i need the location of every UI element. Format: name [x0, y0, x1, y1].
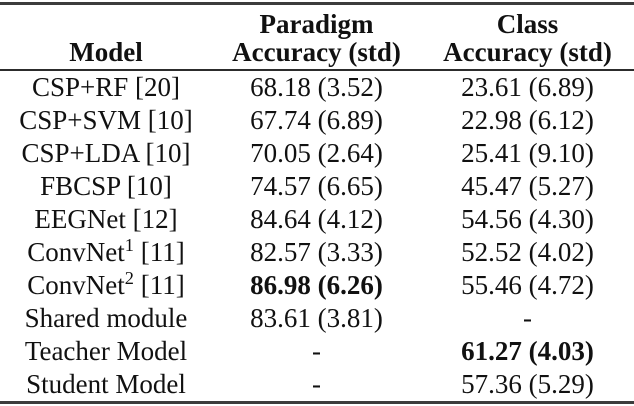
table-header: Model Paradigm Accuracy (std) Class Accu…: [0, 3, 634, 71]
class-accuracy-cell: 61.27 (4.03): [461, 336, 594, 366]
header-class-line1: Class: [496, 9, 559, 39]
table-row: Shared module 83.61 (3.81) -: [0, 302, 634, 335]
model-name: CSP+LDA [10]: [21, 138, 191, 168]
header-class-line2: Accuracy (std): [443, 37, 612, 67]
model-cell: Student Model: [0, 368, 212, 403]
class-accuracy-cell: 55.46 (4.72): [461, 270, 594, 300]
class-accuracy-cell: -: [523, 303, 532, 333]
paradigm-accuracy-cell: 68.18 (3.52): [250, 72, 383, 102]
class-accuracy-cell: 22.98 (6.12): [461, 105, 594, 135]
table-row: CSP+SVM [10] 67.74 (6.89) 22.98 (6.12): [0, 104, 634, 137]
model-superscript: 2: [124, 268, 134, 288]
header-paradigm-line1: Paradigm: [259, 9, 374, 39]
model-name: FBCSP [10]: [40, 171, 172, 201]
model-citation: [11]: [133, 237, 185, 267]
header-row: Model Paradigm Accuracy (std) Class Accu…: [0, 3, 634, 71]
table-row: CSP+RF [20] 68.18 (3.52) 23.61 (6.89): [0, 70, 634, 104]
table-row: ConvNet1 [11] 82.57 (3.33) 52.52 (4.02): [0, 236, 634, 269]
class-accuracy-cell: 25.41 (9.10): [461, 138, 594, 168]
model-cell: Shared module: [0, 302, 212, 335]
model-citation: [11]: [133, 270, 185, 300]
model-name: CSP+RF [20]: [31, 72, 181, 102]
table-row: FBCSP [10] 74.57 (6.65) 45.47 (5.27): [0, 170, 634, 203]
paradigm-accuracy-cell: 86.98 (6.26): [250, 270, 383, 300]
model-cell: Teacher Model: [0, 335, 212, 368]
table-row: EEGNet [12] 84.64 (4.12) 54.56 (4.30): [0, 203, 634, 236]
table-row: Teacher Model - 61.27 (4.03): [0, 335, 634, 368]
header-class-accuracy: Class Accuracy (std): [421, 3, 634, 71]
model-name: CSP+SVM [10]: [19, 105, 193, 135]
model-cell: CSP+RF [20]: [0, 70, 212, 104]
model-cell: CSP+LDA [10]: [0, 137, 212, 170]
table-row: CSP+LDA [10] 70.05 (2.64) 25.41 (9.10): [0, 137, 634, 170]
model-cell: EEGNet [12]: [0, 203, 212, 236]
class-accuracy-cell: 57.36 (5.29): [461, 369, 594, 399]
model-cell: CSP+SVM [10]: [0, 104, 212, 137]
model-cell: FBCSP [10]: [0, 170, 212, 203]
header-model-label: Model: [69, 37, 143, 67]
model-name: Shared module: [24, 303, 188, 333]
paradigm-accuracy-cell: -: [312, 369, 321, 399]
paradigm-accuracy-cell: 74.57 (6.65): [250, 171, 383, 201]
model-name: Teacher Model: [24, 336, 188, 366]
model-name: ConvNet: [27, 237, 125, 267]
class-accuracy-cell: 23.61 (6.89): [461, 72, 594, 102]
model-cell: ConvNet1 [11]: [0, 236, 212, 269]
header-paradigm-accuracy: Paradigm Accuracy (std): [212, 3, 421, 71]
paradigm-accuracy-cell: 84.64 (4.12): [250, 204, 383, 234]
model-name: Student Model: [26, 369, 186, 399]
paradigm-accuracy-cell: -: [312, 336, 321, 366]
table-body: CSP+RF [20] 68.18 (3.52) 23.61 (6.89) CS…: [0, 70, 634, 403]
model-name: EEGNet [12]: [34, 204, 178, 234]
class-accuracy-cell: 52.52 (4.02): [461, 237, 594, 267]
header-paradigm-line2: Accuracy (std): [232, 37, 401, 67]
model-name: ConvNet: [27, 270, 125, 300]
model-superscript: 1: [124, 235, 134, 255]
class-accuracy-cell: 54.56 (4.30): [461, 204, 594, 234]
paradigm-accuracy-cell: 70.05 (2.64): [250, 138, 383, 168]
class-accuracy-cell: 45.47 (5.27): [461, 171, 594, 201]
paradigm-accuracy-cell: 83.61 (3.81): [250, 303, 383, 333]
header-model: Model: [0, 3, 212, 71]
paradigm-accuracy-cell: 67.74 (6.89): [250, 105, 383, 135]
paradigm-accuracy-cell: 82.57 (3.33): [250, 237, 383, 267]
table-row: ConvNet2 [11] 86.98 (6.26) 55.46 (4.72): [0, 269, 634, 302]
model-cell: ConvNet2 [11]: [0, 269, 212, 302]
table-row: Student Model - 57.36 (5.29): [0, 368, 634, 403]
